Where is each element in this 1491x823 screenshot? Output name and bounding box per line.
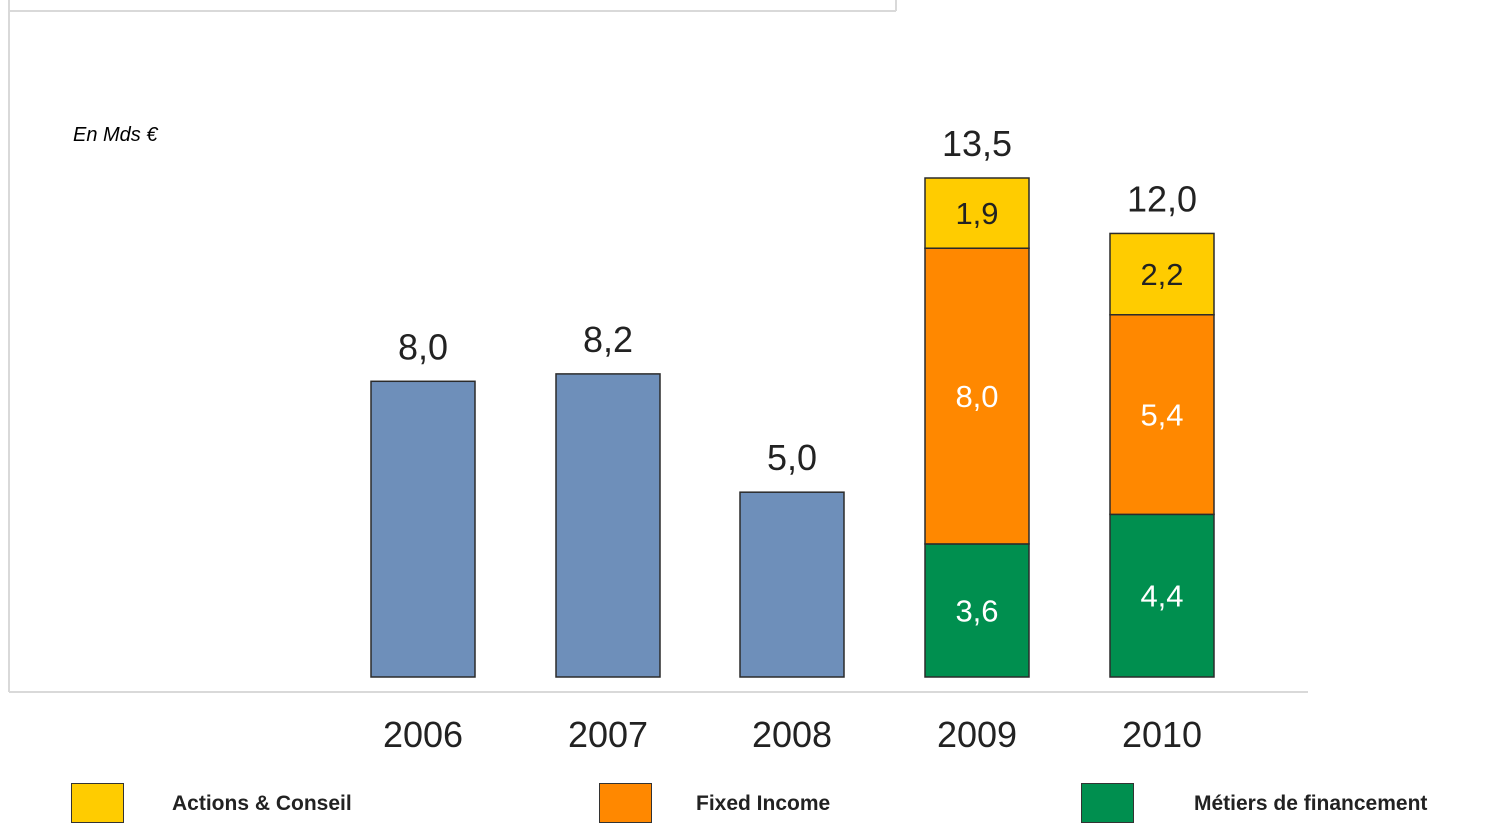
total-value-label: 5,0 [767,437,817,478]
bar-segment-2009-0 [924,543,1030,678]
total-value-label: 8,0 [398,326,448,367]
bar-2007 [555,373,661,678]
x-tick-label: 2010 [1122,714,1202,755]
x-tick-label: 2009 [937,714,1017,755]
segment-value-label: 3,6 [955,593,998,628]
segment-value-label: 2,2 [1140,257,1183,292]
total-value-label: 13,5 [942,123,1012,164]
bar-2006 [370,380,476,678]
unit-label: En Mds € [73,124,158,146]
bar-segment-2009-1 [924,247,1030,545]
bar-segment-2009-2 [924,177,1030,249]
segment-value-label: 4,4 [1140,579,1183,614]
segment-value-label: 5,4 [1140,398,1183,433]
segment-value-label: 1,9 [955,196,998,231]
total-value-label: 8,2 [583,319,633,360]
x-tick-label: 2006 [383,714,463,755]
bar-segment-2010-1 [1109,314,1215,516]
bar-2008 [739,491,845,678]
x-tick-label: 2008 [752,714,832,755]
total-value-label: 12,0 [1127,178,1197,219]
bar-segment-2010-0 [1109,513,1215,678]
x-tick-label: 2007 [568,714,648,755]
bar-segment-2010-2 [1109,232,1215,316]
segment-value-label: 8,0 [955,379,998,414]
